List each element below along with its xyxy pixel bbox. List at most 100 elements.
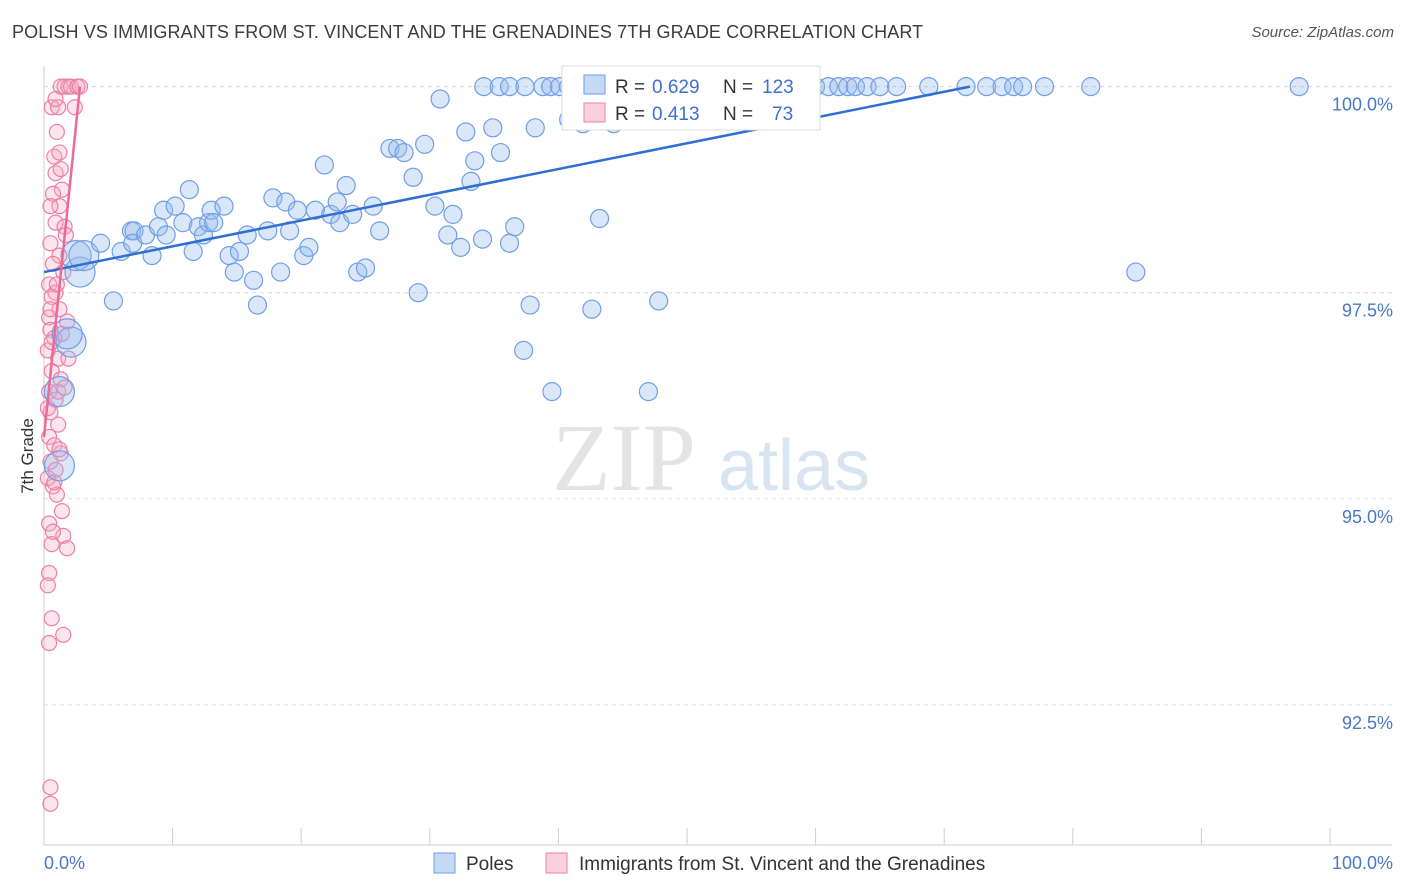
point-immigrants xyxy=(43,536,60,553)
point-immigrants xyxy=(39,577,56,594)
legend-swatch-poles xyxy=(433,852,456,874)
point-poles xyxy=(505,217,525,237)
point-poles xyxy=(514,340,534,360)
y-tick-label: 95.0% xyxy=(1342,507,1393,527)
point-poles xyxy=(51,318,83,350)
point-immigrants xyxy=(48,486,65,503)
point-poles xyxy=(542,382,562,402)
point-poles xyxy=(430,89,450,109)
stats-box: R = 0.629 N = 123 R = 0.413 N = 73 xyxy=(561,65,821,131)
legend: Poles Immigrants from St. Vincent and th… xyxy=(433,852,985,875)
point-poles xyxy=(336,175,356,196)
stats-swatch-pink xyxy=(583,102,606,123)
point-poles xyxy=(520,295,540,315)
stats-r-label-1: R = xyxy=(615,77,645,98)
point-poles xyxy=(224,262,244,282)
point-poles xyxy=(370,221,390,241)
axes xyxy=(43,66,1392,846)
point-immigrants xyxy=(55,626,72,643)
point-poles xyxy=(258,221,278,241)
point-poles xyxy=(247,295,268,315)
point-poles xyxy=(204,213,224,233)
point-poles xyxy=(525,118,545,138)
point-immigrants xyxy=(48,276,65,293)
point-poles xyxy=(355,258,376,278)
point-poles xyxy=(327,192,347,212)
point-poles xyxy=(472,229,493,249)
point-immigrants xyxy=(55,527,72,544)
point-poles xyxy=(183,241,203,262)
series-poles-points xyxy=(43,77,1309,482)
point-poles xyxy=(1013,77,1033,97)
point-poles xyxy=(287,200,307,220)
trend-lines xyxy=(42,85,971,438)
point-poles xyxy=(649,291,669,311)
point-poles xyxy=(229,241,250,262)
stats-n-label-2: N = xyxy=(723,104,753,125)
point-poles xyxy=(201,200,221,220)
point-immigrants xyxy=(60,350,77,367)
point-poles xyxy=(103,291,124,311)
point-immigrants xyxy=(42,198,59,215)
point-poles xyxy=(55,326,87,358)
legend-label-immigrants: Immigrants from St. Vincent and the Gren… xyxy=(579,854,985,875)
point-immigrants xyxy=(47,90,64,108)
y-axis-label: 7th Grade xyxy=(18,418,37,494)
point-immigrants xyxy=(42,795,59,812)
point-poles xyxy=(582,299,602,319)
point-poles xyxy=(244,270,264,290)
y-tick-label: 92.5% xyxy=(1342,713,1393,733)
point-poles xyxy=(483,118,503,138)
point-poles xyxy=(263,188,283,208)
point-poles xyxy=(1081,77,1101,97)
point-poles xyxy=(403,167,423,187)
point-immigrants xyxy=(51,441,68,458)
point-poles xyxy=(305,200,325,220)
point-poles xyxy=(515,77,535,97)
stats-r-value-2: 0.413 xyxy=(652,104,700,125)
point-immigrants xyxy=(59,540,76,557)
point-poles xyxy=(214,196,234,216)
point-poles xyxy=(533,77,553,97)
y-tick-label: 97.5% xyxy=(1342,301,1393,321)
point-poles xyxy=(456,122,476,142)
point-poles xyxy=(153,200,174,220)
point-poles xyxy=(474,77,494,97)
point-poles xyxy=(43,450,76,482)
point-poles xyxy=(838,77,858,97)
stats-n-value-1: 123 xyxy=(762,77,794,98)
point-poles xyxy=(887,77,907,97)
point-poles xyxy=(443,204,463,224)
point-poles xyxy=(1126,262,1146,282)
point-poles xyxy=(237,225,257,245)
point-poles xyxy=(489,77,509,97)
point-poles xyxy=(199,213,219,233)
point-poles xyxy=(1289,77,1309,97)
point-poles xyxy=(451,237,471,257)
point-poles xyxy=(992,77,1012,97)
watermark-zip: ZIP xyxy=(552,404,696,511)
point-poles xyxy=(271,262,291,282)
chart-source: Source: ZipAtlas.com xyxy=(1251,24,1394,41)
point-poles xyxy=(314,155,334,175)
point-poles xyxy=(165,196,185,216)
point-immigrants xyxy=(41,515,58,532)
x-tick-label-end: 100.0% xyxy=(1332,853,1393,873)
stats-swatch-blue xyxy=(583,74,606,95)
watermark-atlas: atlas xyxy=(718,426,870,506)
y-tick-label: 100.0% xyxy=(1332,95,1393,115)
legend-swatch-immigrants xyxy=(545,852,568,874)
stats-r-label-2: R = xyxy=(615,104,645,125)
point-poles xyxy=(299,237,319,257)
point-poles xyxy=(425,196,445,216)
chart-title: POLISH VS IMMIGRANTS FROM ST. VINCENT AN… xyxy=(12,22,924,42)
point-poles xyxy=(438,225,458,245)
point-poles xyxy=(156,225,176,245)
point-immigrants xyxy=(66,99,83,116)
stats-n-label-1: N = xyxy=(723,77,753,98)
point-poles xyxy=(415,134,435,154)
legend-label-poles: Poles xyxy=(466,854,514,875)
point-poles xyxy=(977,77,997,97)
point-immigrants xyxy=(62,78,80,95)
